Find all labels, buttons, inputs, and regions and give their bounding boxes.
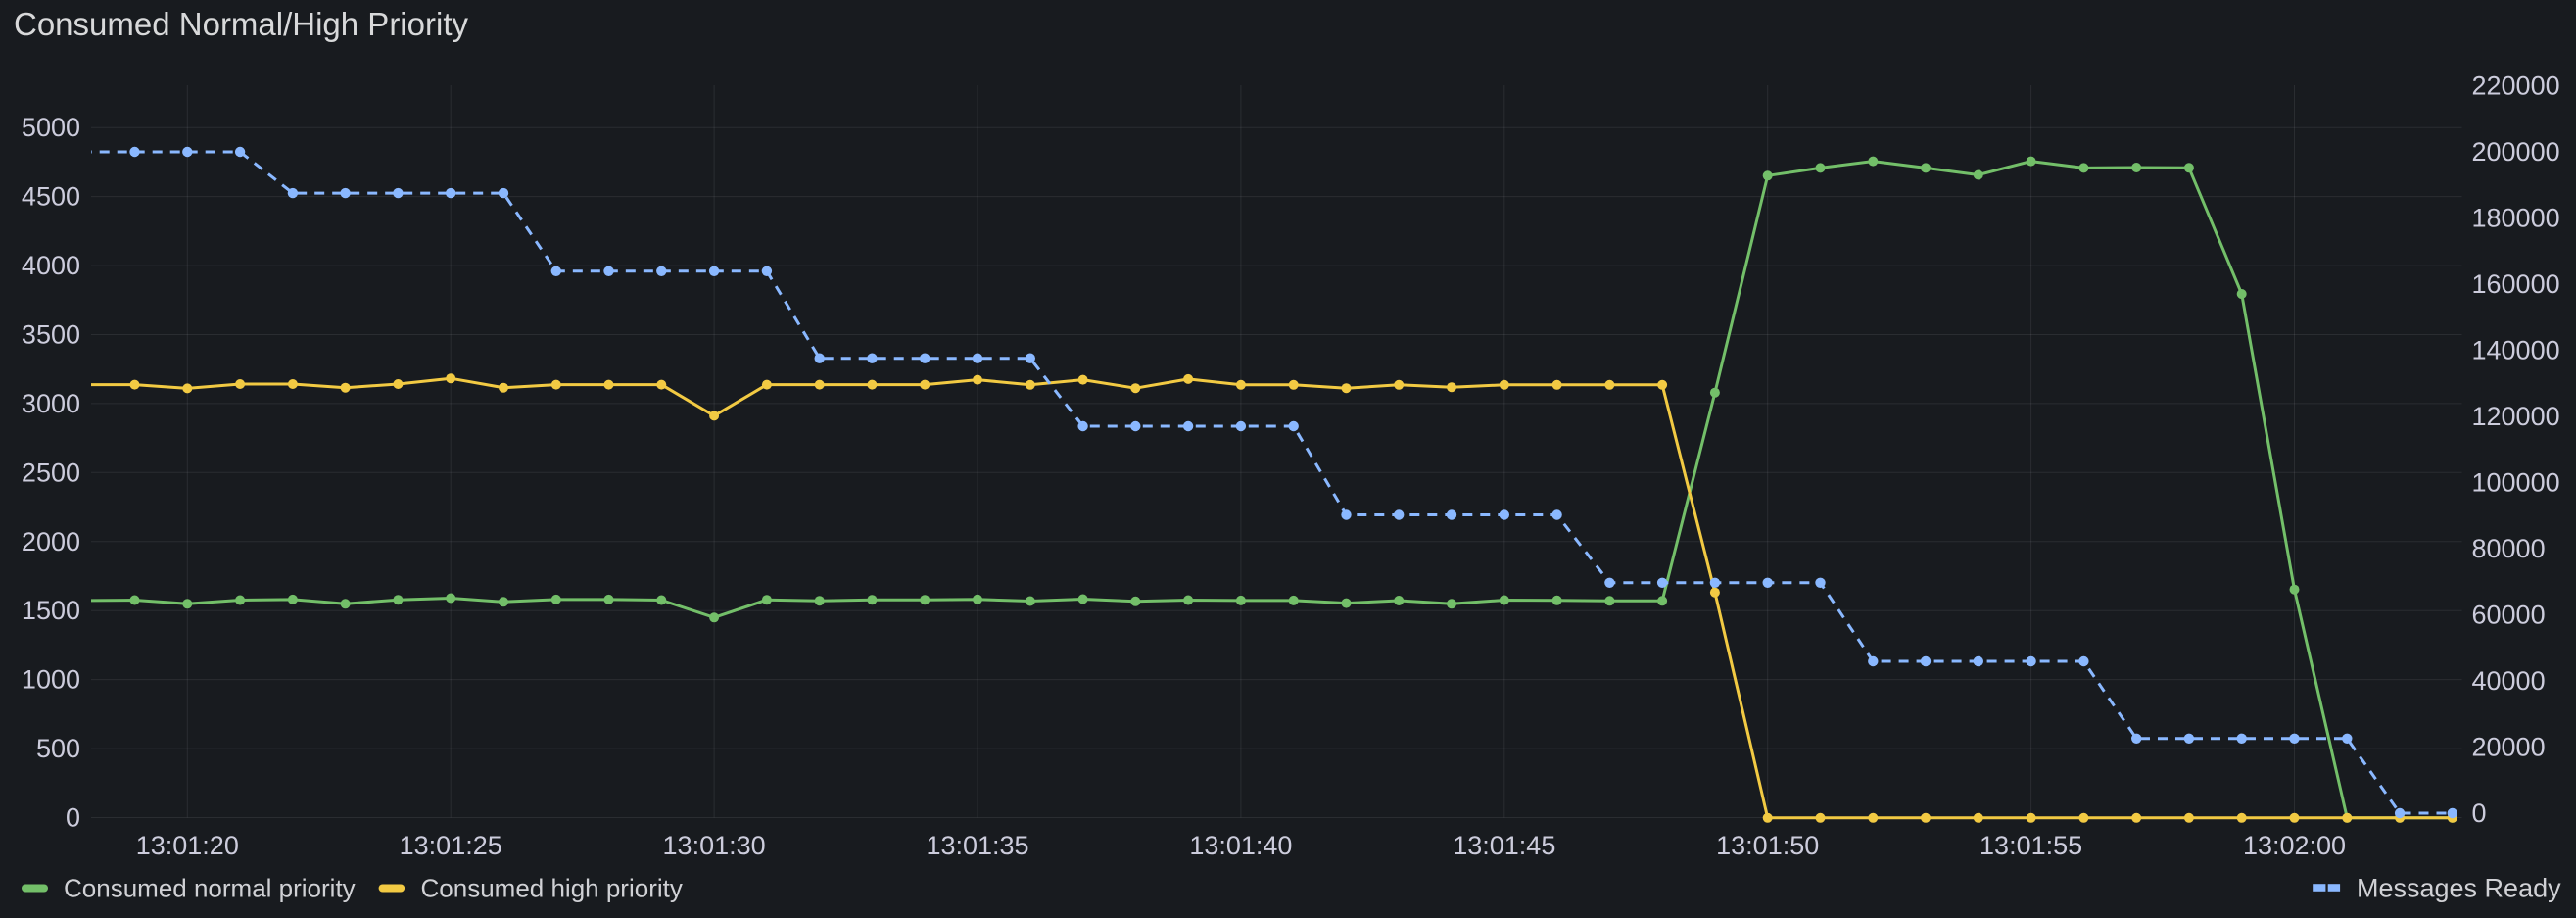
- svg-text:3000: 3000: [22, 389, 80, 418]
- svg-text:140000: 140000: [2472, 336, 2560, 365]
- svg-text:4500: 4500: [22, 182, 80, 212]
- svg-text:100000: 100000: [2472, 468, 2560, 498]
- svg-text:13:01:25: 13:01:25: [400, 831, 502, 860]
- svg-text:180000: 180000: [2472, 204, 2560, 233]
- svg-text:Consumed Normal/High Priority: Consumed Normal/High Priority: [14, 6, 468, 42]
- svg-text:0: 0: [2472, 798, 2487, 828]
- svg-text:1500: 1500: [22, 596, 80, 625]
- svg-text:Consumed normal priority: Consumed normal priority: [64, 874, 356, 903]
- svg-text:160000: 160000: [2472, 269, 2560, 299]
- svg-text:220000: 220000: [2472, 72, 2560, 101]
- svg-text:13:01:55: 13:01:55: [1980, 831, 2082, 860]
- svg-text:2000: 2000: [22, 527, 80, 556]
- svg-text:13:01:30: 13:01:30: [663, 831, 766, 860]
- svg-text:Consumed high priority: Consumed high priority: [421, 874, 683, 903]
- svg-text:80000: 80000: [2472, 534, 2546, 563]
- svg-text:3500: 3500: [22, 320, 80, 350]
- svg-text:13:01:35: 13:01:35: [926, 831, 1028, 860]
- svg-text:200000: 200000: [2472, 137, 2560, 167]
- svg-text:13:02:00: 13:02:00: [2243, 831, 2346, 860]
- svg-text:120000: 120000: [2472, 402, 2560, 431]
- svg-text:1000: 1000: [22, 665, 80, 695]
- svg-text:Messages Ready: Messages Ready: [2357, 874, 2561, 903]
- svg-text:13:01:40: 13:01:40: [1189, 831, 1292, 860]
- svg-text:13:01:45: 13:01:45: [1453, 831, 1555, 860]
- svg-text:13:01:50: 13:01:50: [1716, 831, 1819, 860]
- svg-text:500: 500: [36, 734, 80, 763]
- svg-text:60000: 60000: [2472, 601, 2546, 630]
- svg-text:20000: 20000: [2472, 733, 2546, 762]
- svg-text:40000: 40000: [2472, 666, 2546, 696]
- svg-text:4000: 4000: [22, 251, 80, 280]
- svg-text:0: 0: [66, 803, 80, 833]
- svg-text:13:01:20: 13:01:20: [136, 831, 239, 860]
- svg-text:2500: 2500: [22, 458, 80, 487]
- svg-text:5000: 5000: [22, 113, 80, 142]
